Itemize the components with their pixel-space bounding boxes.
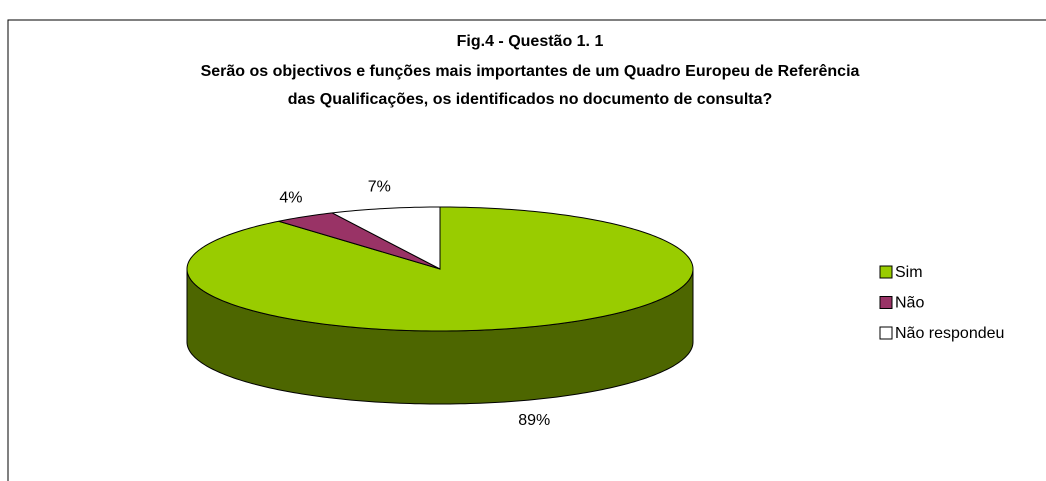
chart-title: Fig.4 - Questão 1. 1 [457,33,604,50]
chart-subtitle: Serão os objectivos e funções mais impor… [201,63,860,80]
legend-label: Não [895,295,924,312]
legend-swatch [879,296,893,309]
legend-label: Sim [895,264,923,281]
legend-label: Não respondeu [895,325,1004,342]
data-label: 4% [279,190,302,207]
legend-swatch [879,326,893,340]
pie-slice [278,212,441,270]
chart-subtitle: das Qualificações, os identificados no d… [288,91,773,108]
data-label: 89% [518,412,550,429]
data-label: 7% [368,179,391,196]
pie-slice [330,206,441,270]
legend-swatch [879,265,893,279]
